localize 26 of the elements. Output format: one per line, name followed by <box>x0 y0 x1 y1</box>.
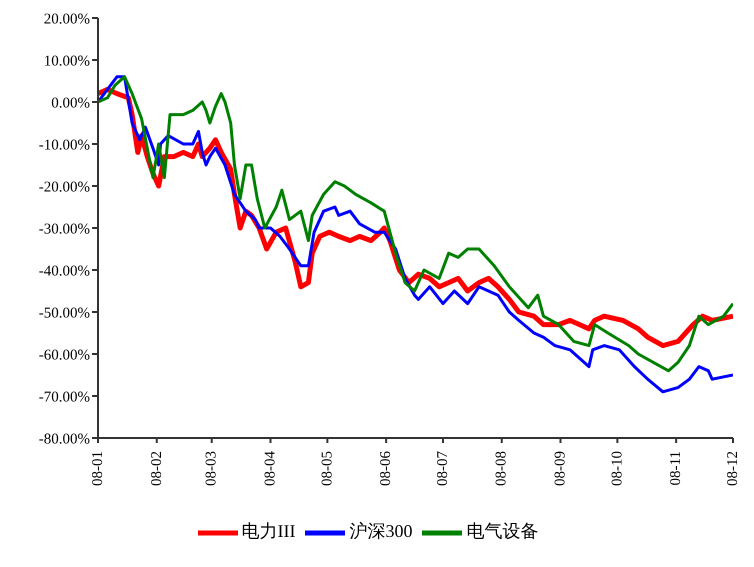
y-tick-label: 20.00% <box>44 11 90 28</box>
legend-label: 电气设备 <box>466 521 538 542</box>
x-tick-label: 08-09 <box>552 451 569 486</box>
x-tick-label: 08-03 <box>204 451 220 486</box>
x-tick-label: 08-10 <box>609 451 626 486</box>
x-tick-label: 08-11 <box>668 451 684 486</box>
x-tick-label: 08-12 <box>725 451 741 486</box>
x-tick-label: 08-04 <box>262 450 278 486</box>
y-tick-label: -10.00% <box>38 137 90 154</box>
y-tick-label: -40.00% <box>38 263 90 280</box>
y-tick-label: -30.00% <box>38 221 90 238</box>
y-tick-label: -50.00% <box>38 305 90 322</box>
y-tick-label: -60.00% <box>38 347 90 364</box>
x-tick-label: 08-05 <box>319 451 336 486</box>
legend-label: 电力III <box>242 521 296 542</box>
x-tick-label: 08-07 <box>434 450 451 486</box>
x-tick-label: 08-08 <box>494 451 510 486</box>
x-tick-label: 08-01 <box>90 451 106 486</box>
y-tick-label: 0.00% <box>51 95 90 112</box>
x-tick-label: 08-06 <box>378 450 394 486</box>
y-tick-label: -20.00% <box>38 179 90 196</box>
y-tick-label: -70.00% <box>38 389 90 406</box>
legend-label: 沪深300 <box>349 521 412 542</box>
x-tick-label: 08-02 <box>148 451 165 486</box>
y-tick-label: -80.00% <box>38 431 90 448</box>
y-tick-label: 10.00% <box>44 53 90 70</box>
